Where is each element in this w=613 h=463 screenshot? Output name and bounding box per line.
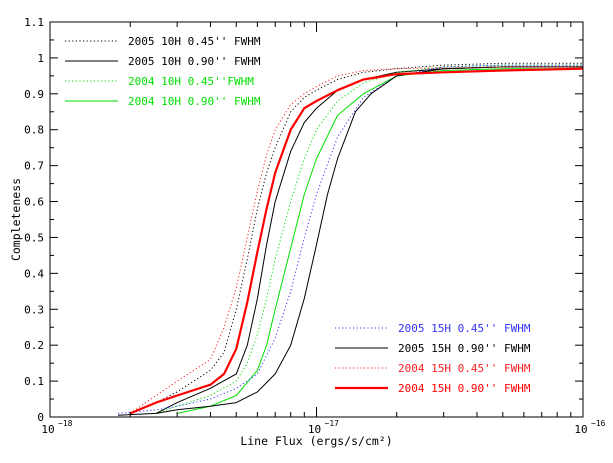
x-tick-exponent: −16 (591, 419, 606, 428)
y-tick-label: 0.9 (24, 88, 44, 101)
y-tick-label: 1.1 (24, 16, 44, 29)
series-line-0 (130, 62, 583, 414)
y-tick-label: 0 (37, 411, 44, 424)
legend-label-5: 2005 15H 0.90'' FWHM (398, 342, 531, 355)
legend-label-1: 2005 10H 0.90'' FWHM (128, 55, 261, 68)
series-line-1 (155, 66, 583, 414)
y-tick-label: 0.2 (24, 339, 44, 352)
legend-label-3: 2004 10H 0.90'' FWHM (128, 95, 261, 108)
x-tick-label: 10 (574, 423, 587, 436)
tick-labels: 00.10.20.30.40.50.60.70.80.911.110 −18 10−… (24, 16, 606, 436)
x-tick-label: 10 (41, 423, 54, 436)
legend-label-4: 2005 15H 0.45'' FWHM (398, 322, 531, 335)
y-tick-label: 0.7 (24, 160, 44, 173)
legend-label-2: 2004 10H 0.45''FWHM (128, 75, 254, 88)
ticks-layer (49, 21, 584, 418)
y-axis-title: Completeness (9, 178, 23, 261)
x-tick-label: 10 (308, 423, 321, 436)
series-line-4 (117, 64, 583, 414)
x-axis-title: Line Flux (ergs/s/cm²) (240, 434, 392, 448)
y-tick-label: 0.1 (24, 375, 44, 388)
y-tick-label: 0.6 (24, 196, 44, 209)
y-tick-label: 0.3 (24, 303, 44, 316)
series-layer (117, 62, 584, 416)
legend-layer: 2005 10H 0.45'' FWHM 2005 10H 0.90'' FWHM… (65, 35, 531, 395)
series-line-7 (129, 67, 584, 415)
x-tick-exponent: −18 (58, 419, 73, 428)
x-tick-exponent: −17 (325, 419, 340, 428)
legend-label-6: 2004 15H 0.45'' FWHM (398, 362, 531, 375)
y-tick-label: 1 (37, 52, 44, 65)
y-tick-label: 0.5 (24, 231, 44, 244)
series-line-6 (129, 66, 583, 414)
y-tick-label: 0.8 (24, 124, 44, 137)
y-tick-label: 0.4 (24, 267, 44, 280)
legend-label-0: 2005 10H 0.45'' FWHM (128, 35, 261, 48)
legend-label-7: 2004 15H 0.90'' FWHM (398, 382, 531, 395)
